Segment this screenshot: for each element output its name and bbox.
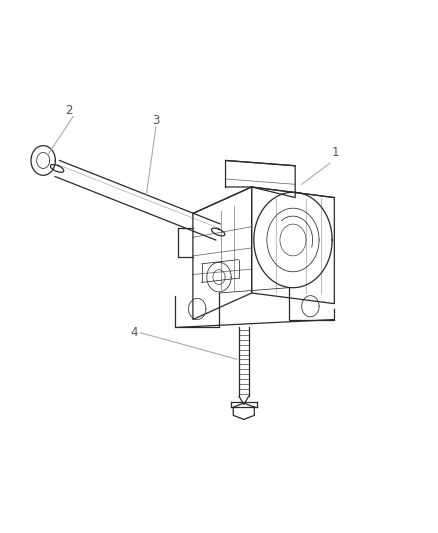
Text: 3: 3 bbox=[152, 114, 159, 127]
Text: 4: 4 bbox=[131, 326, 138, 340]
Text: 1: 1 bbox=[332, 146, 339, 159]
Text: 2: 2 bbox=[65, 103, 73, 117]
